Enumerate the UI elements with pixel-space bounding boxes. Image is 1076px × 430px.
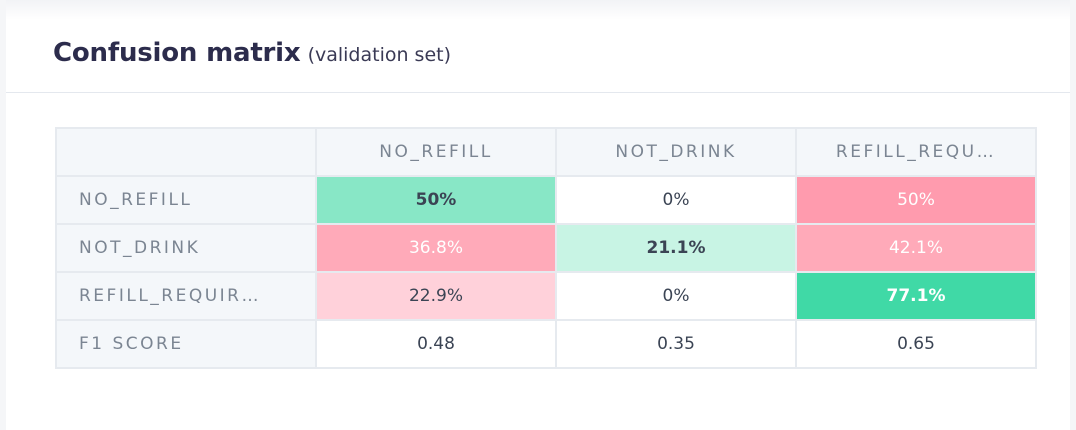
matrix-row-refill-required: REFILL_REQUIR… 22.9% 0% 77.1% — [55, 271, 1037, 321]
card-header: Confusion matrix (validation set) — [6, 0, 1070, 93]
panel-title-main: Confusion matrix — [53, 38, 301, 68]
panel-title-subtitle: (validation set) — [307, 44, 452, 66]
row-header-refill-required: REFILL_REQUIR… — [55, 271, 317, 321]
corner-cell — [55, 127, 317, 177]
matrix-cell: 77.1% — [795, 271, 1037, 321]
row-header-f1-score: F1 SCORE — [55, 319, 317, 369]
f1-score-cell: 0.48 — [315, 319, 557, 369]
matrix-cell: 22.9% — [315, 271, 557, 321]
f1-score-cell: 0.65 — [795, 319, 1037, 369]
matrix-cell: 50% — [795, 175, 1037, 225]
column-header-row: NO_REFILL NOT_DRINK REFILL_REQU… — [55, 127, 1037, 177]
column-header-no-refill: NO_REFILL — [315, 127, 557, 177]
matrix-row-not-drink: NOT_DRINK 36.8% 21.1% 42.1% — [55, 223, 1037, 273]
f1-score-row: F1 SCORE 0.48 0.35 0.65 — [55, 319, 1037, 369]
column-header-not-drink: NOT_DRINK — [555, 127, 797, 177]
matrix-cell: 42.1% — [795, 223, 1037, 273]
row-header-no-refill: NO_REFILL — [55, 175, 317, 225]
column-header-refill-required: REFILL_REQU… — [795, 127, 1037, 177]
matrix-cell: 0% — [555, 175, 797, 225]
matrix-cell: 21.1% — [555, 223, 797, 273]
f1-score-cell: 0.35 — [555, 319, 797, 369]
matrix-cell: 36.8% — [315, 223, 557, 273]
confusion-matrix-card: Confusion matrix (validation set) NO_REF… — [6, 0, 1070, 430]
top-fade — [6, 0, 1070, 20]
confusion-matrix-table: NO_REFILL NOT_DRINK REFILL_REQU… NO_REFI… — [55, 127, 1037, 369]
panel-title: Confusion matrix (validation set) — [53, 38, 451, 68]
matrix-row-no-refill: NO_REFILL 50% 0% 50% — [55, 175, 1037, 225]
row-header-not-drink: NOT_DRINK — [55, 223, 317, 273]
matrix-cell: 0% — [555, 271, 797, 321]
matrix-cell: 50% — [315, 175, 557, 225]
